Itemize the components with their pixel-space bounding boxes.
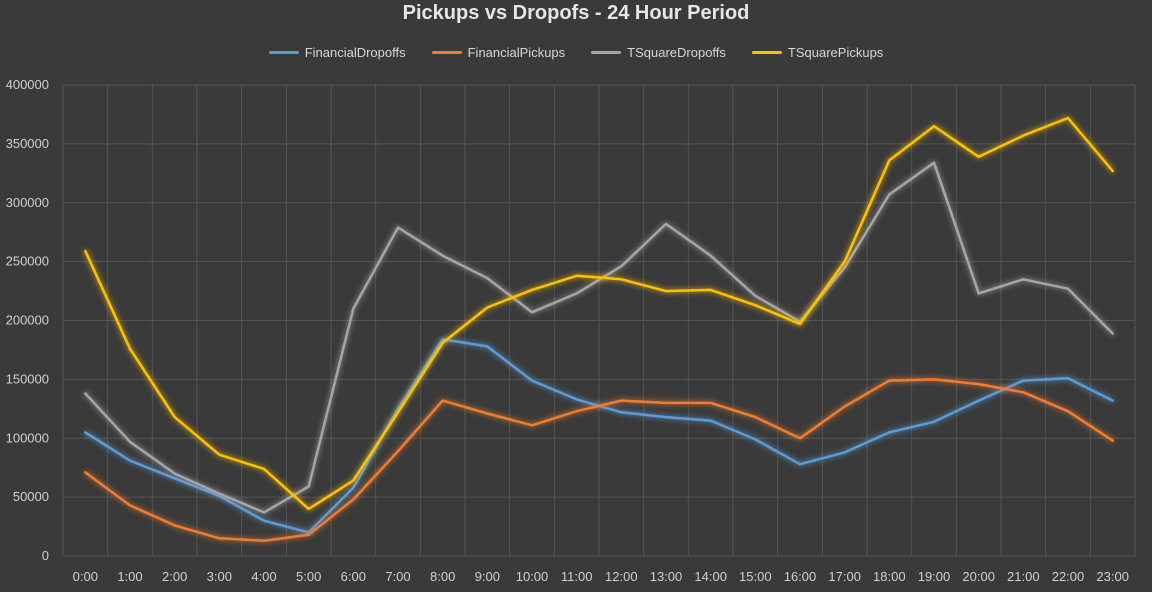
x-tick-label: 15:00 (739, 569, 772, 584)
x-tick-label: 9:00 (475, 569, 500, 584)
x-tick-label: 5:00 (296, 569, 321, 584)
x-tick-label: 11:00 (561, 569, 593, 584)
y-tick-label: 300000 (6, 195, 49, 210)
y-tick-label: 350000 (6, 136, 49, 151)
y-tick-label: 250000 (6, 254, 49, 269)
y-tick-label: 0 (42, 548, 49, 563)
x-tick-label: 23:00 (1096, 569, 1129, 584)
axis-layer: 0 50000 100000 150000 200000 250000 300000 3500… (6, 77, 1129, 584)
x-tick-label: 0:00 (73, 569, 98, 584)
x-tick-label: 12:00 (605, 569, 638, 584)
y-tick-label: 50000 (13, 489, 49, 504)
x-tick-label: 1:00 (117, 569, 142, 584)
x-tick-label: 13:00 (650, 569, 683, 584)
y-tick-label: 200000 (6, 313, 49, 328)
x-tick-label: 22:00 (1052, 569, 1085, 584)
x-tick-label: 6:00 (341, 569, 366, 584)
y-tick-label: 100000 (6, 430, 49, 445)
x-tick-label: 18:00 (873, 569, 906, 584)
x-tick-label: 17:00 (828, 569, 861, 584)
grid-layer (63, 85, 1135, 556)
y-tick-label: 400000 (6, 77, 49, 92)
x-tick-label: 7:00 (385, 569, 410, 584)
x-tick-label: 20:00 (962, 569, 995, 584)
x-tick-label: 4:00 (251, 569, 276, 584)
y-tick-label: 150000 (6, 371, 49, 386)
x-tick-label: 16:00 (784, 569, 817, 584)
x-tick-label: 14:00 (694, 569, 727, 584)
x-tick-label: 8:00 (430, 569, 455, 584)
x-tick-label: 3:00 (207, 569, 232, 584)
x-tick-label: 2:00 (162, 569, 187, 584)
x-tick-label: 19:00 (918, 569, 951, 584)
x-tick-label: 21:00 (1007, 569, 1040, 584)
x-tick-label: 10:00 (516, 569, 549, 584)
